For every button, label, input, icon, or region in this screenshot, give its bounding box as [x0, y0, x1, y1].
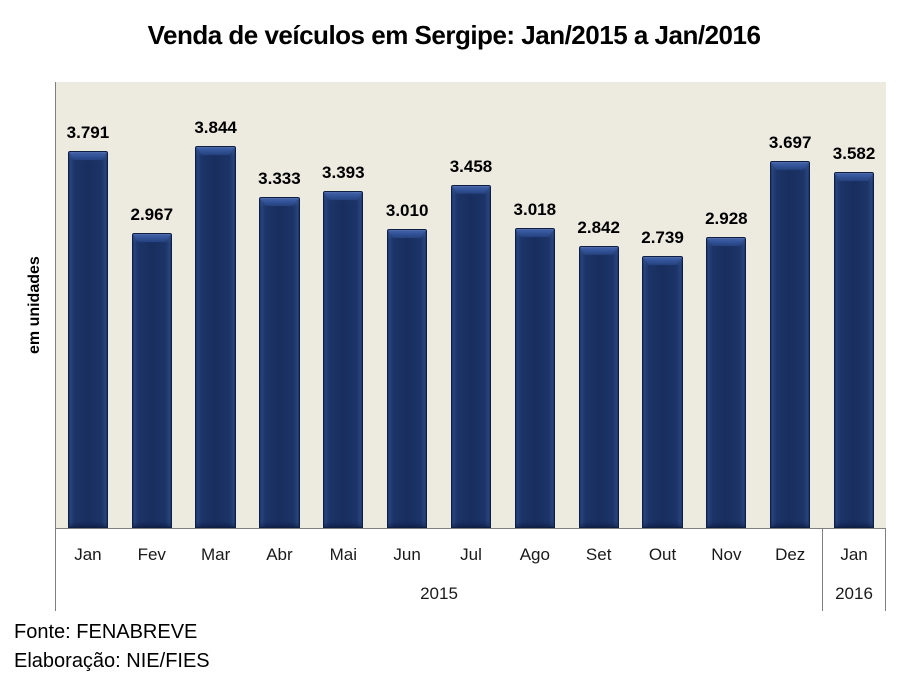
bar-value-label-abr-2015: 3.333 — [258, 168, 301, 188]
month-labels-row: Jan Fev Mar Abr Mai Jun Jul Ago Set Out Nov Dez Jan — [56, 530, 886, 580]
bar-value-label-out-2015: 2.739 — [641, 227, 684, 247]
footer-notes: Fonte: FENABREVE Elaboração: NIE/FIES — [14, 618, 210, 676]
bar-value-label-set-2015: 2.842 — [577, 217, 620, 237]
chart-title: Venda de veículos em Sergipe: Jan/2015 a… — [147, 20, 761, 50]
bar-value-label-mar-2015: 3.844 — [194, 118, 237, 138]
bar-slot-jul-2015: 3.458 — [439, 82, 503, 528]
year-label-2015: 2015 — [420, 584, 458, 603]
bar-mar-2015 — [195, 146, 236, 528]
month-label-fev-2015: Fev — [137, 545, 166, 564]
bar-slot-mar-2015: 3.844 — [184, 82, 248, 528]
bar-value-label-jan-2015: 3.791 — [66, 123, 110, 143]
bar-nov-2015 — [706, 237, 747, 528]
month-label-abr-2015: Abr — [266, 545, 293, 564]
month-label-out-2015: Out — [648, 545, 677, 564]
bar-slot-out-2015: 2.739 — [631, 82, 695, 528]
month-label-jan-2015: Jan — [74, 545, 102, 564]
month-label-set-2015: Set — [585, 545, 612, 564]
y-axis-label: em unidades — [26, 256, 43, 354]
y-axis-line — [55, 82, 56, 611]
bar-value-label-nov-2015: 2.928 — [705, 209, 748, 229]
year-label-2016: 2016 — [835, 584, 873, 603]
elaboration-note: Elaboração: NIE/FIES — [14, 650, 210, 672]
month-label-jul-2015: Jul — [460, 545, 482, 564]
bar-fev-2015 — [131, 233, 172, 528]
month-label-dez-2015: Dez — [775, 545, 806, 564]
month-label-jan-2016: Jan — [840, 545, 868, 564]
year-group-divider — [822, 528, 823, 611]
month-label-jun-2015: Jun — [393, 545, 421, 564]
bar-value-label-jul-2015: 3.458 — [449, 156, 493, 176]
bar-value-label-mai-2015: 3.393 — [322, 162, 365, 182]
bar-slot-fev-2015: 2.967 — [120, 82, 184, 528]
bar-jul-2015 — [450, 184, 492, 528]
bar-slot-set-2015: 2.842 — [567, 82, 631, 528]
month-label-mar-2015: Mar — [200, 545, 231, 564]
bar-jan-2015 — [67, 151, 109, 528]
bar-value-label-dez-2015: 3.697 — [768, 132, 812, 152]
bar-slot-dez-2015: 3.697 — [758, 82, 822, 528]
bar-slot-jan-2015: 3.791 — [56, 82, 120, 528]
bar-abr-2015 — [259, 196, 300, 528]
source-note: Fonte: FENABREVE — [14, 621, 198, 643]
bars-row: 3.791 2.967 3.844 3.333 3.393 3.010 3.458 3.018… — [56, 82, 886, 528]
month-label-mai-2015: Mai — [329, 545, 357, 564]
bar-jun-2015 — [387, 229, 428, 528]
bar-out-2015 — [642, 255, 683, 528]
bar-slot-nov-2015: 2.928 — [694, 82, 758, 528]
month-label-ago-2015: Ago — [519, 545, 550, 564]
bar-ago-2015 — [514, 228, 555, 528]
year-labels-row: 2015 2016 — [56, 580, 886, 608]
bar-dez-2015 — [770, 160, 811, 528]
bar-mai-2015 — [323, 190, 364, 528]
bar-slot-jan-2016: 3.582 — [822, 82, 886, 528]
bar-value-label-fev-2015: 2.967 — [130, 205, 174, 225]
bar-set-2015 — [578, 245, 619, 528]
bar-slot-jun-2015: 3.010 — [375, 82, 439, 528]
year-group-divider-right — [885, 528, 886, 611]
month-label-nov-2015: Nov — [711, 545, 742, 564]
bar-value-label-jan-2016: 3.582 — [832, 144, 876, 164]
bar-slot-abr-2015: 3.333 — [248, 82, 312, 528]
x-axis-line — [56, 528, 886, 529]
bar-value-label-jun-2015: 3.010 — [385, 201, 429, 221]
bar-slot-ago-2015: 3.018 — [503, 82, 567, 528]
bar-value-label-ago-2015: 3.018 — [513, 200, 557, 220]
bar-jan-2016 — [833, 172, 875, 528]
plot-area: 3.791 2.967 3.844 3.333 3.393 3.010 3.458 3.018… — [56, 82, 886, 528]
bar-slot-mai-2015: 3.393 — [311, 82, 375, 528]
